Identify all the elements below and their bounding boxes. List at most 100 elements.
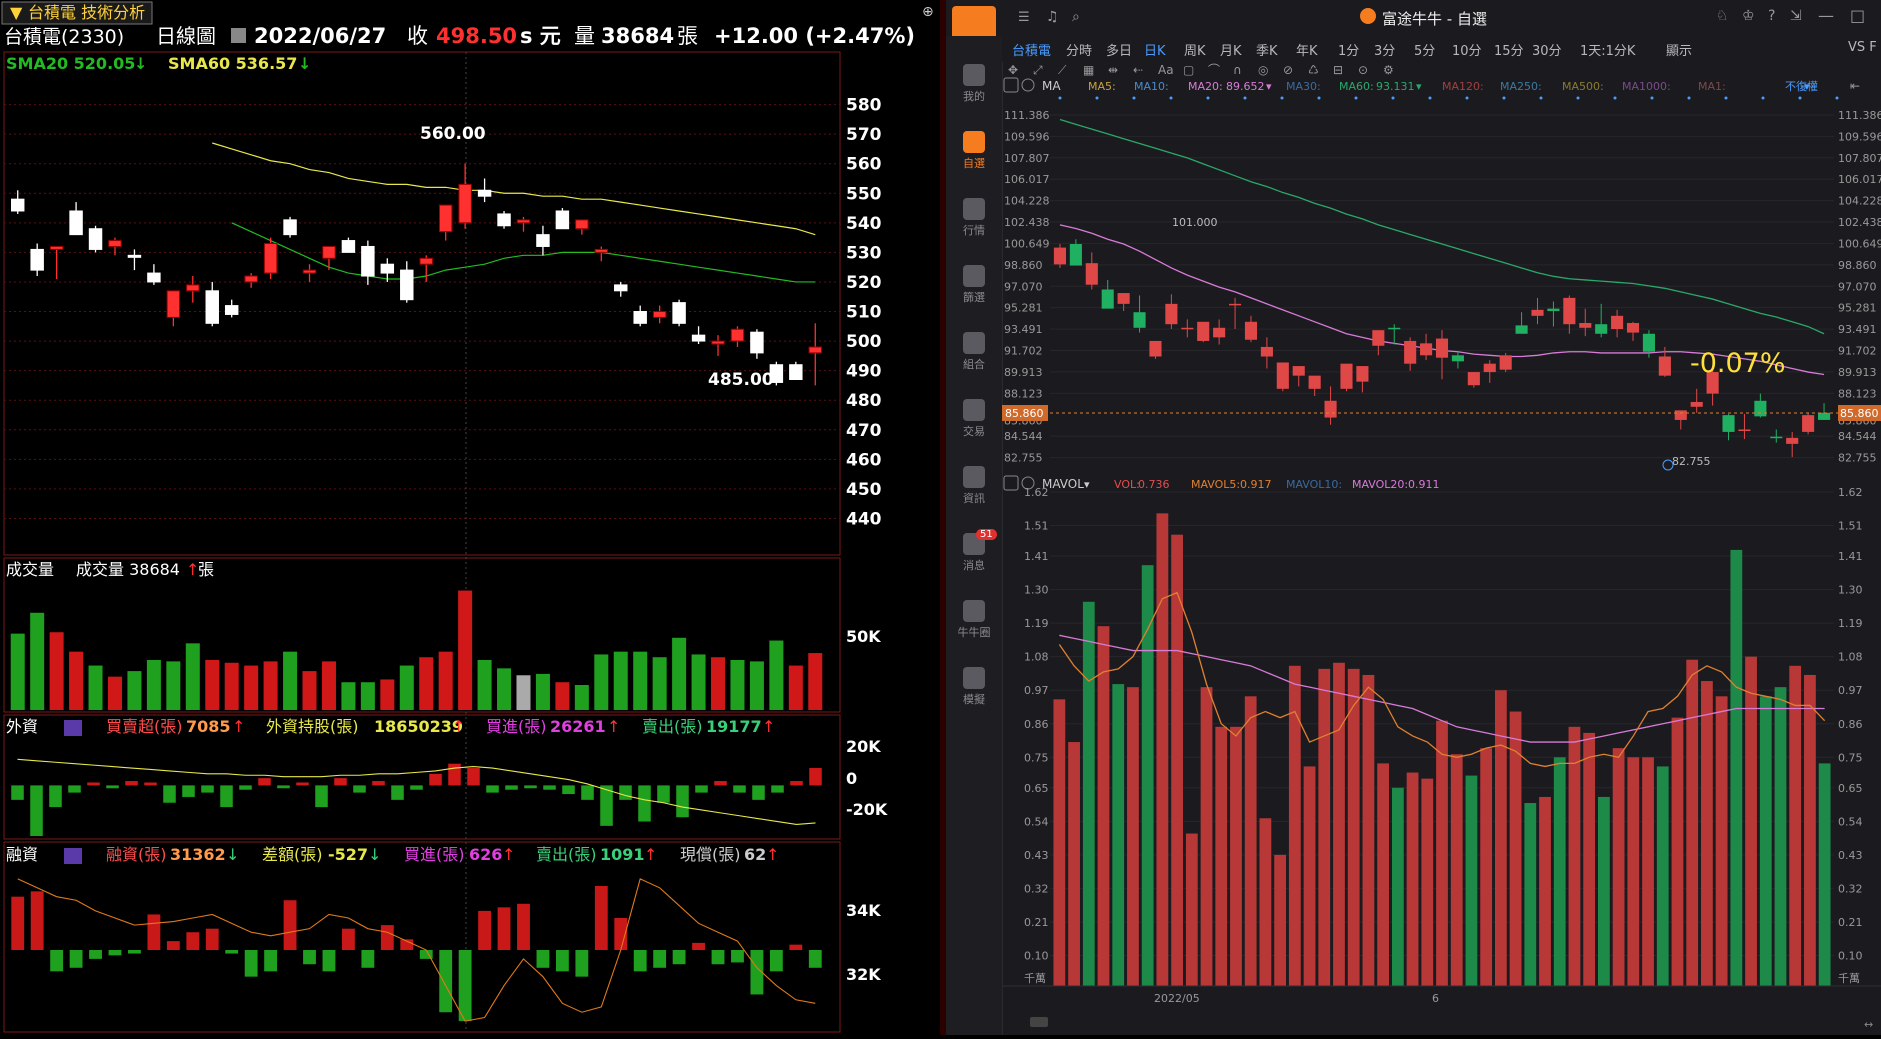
period-tab[interactable]: 月K xyxy=(1220,44,1242,59)
candle-body xyxy=(1626,323,1640,333)
sidebar-item-4[interactable]: 組合 xyxy=(946,332,1002,372)
volume-bar xyxy=(1185,833,1198,986)
draw-tool-icon[interactable]: ◎ xyxy=(1258,63,1268,77)
vol-settings-icon[interactable] xyxy=(1003,475,1019,491)
candle-body xyxy=(1244,321,1258,340)
adjust-label[interactable]: 不復權 xyxy=(1785,80,1818,93)
panel-collapse-icon[interactable]: ⇤ xyxy=(1850,79,1860,93)
zoom-icon[interactable]: ⊕ xyxy=(922,4,934,20)
draw-tool-icon[interactable]: ⇠ xyxy=(1133,63,1143,77)
sidebar-item-3[interactable]: 篩選 xyxy=(946,265,1002,305)
draw-tool-icon[interactable]: ⊟ xyxy=(1333,63,1343,77)
volume-bar xyxy=(1171,534,1183,986)
draw-tool-icon[interactable]: ▦ xyxy=(1083,63,1094,77)
event-dot xyxy=(1687,96,1691,100)
period-tab[interactable]: 10分 xyxy=(1452,44,1482,59)
y-tick-label: 490 xyxy=(846,362,882,382)
help-icon[interactable]: ? xyxy=(1768,8,1776,24)
draw-tool-icon[interactable]: ⟋ xyxy=(1058,63,1067,77)
chart-type-dropdown-icon[interactable] xyxy=(231,28,246,43)
period-tab[interactable]: 日K xyxy=(1144,44,1166,59)
vol-tick-label-right: 0.21 xyxy=(1838,916,1863,929)
user-icon xyxy=(963,64,985,86)
vol-legend: MAVOL ▾ VOL: 0.736 MAVOL5: 0.917 MAVOL10… xyxy=(1003,475,1440,491)
sidebar-item-1[interactable]: 自選 xyxy=(946,131,1002,171)
ma1-label: MA1: xyxy=(1698,80,1726,93)
period-tab[interactable]: 季K xyxy=(1256,44,1278,59)
draw-tool-icon[interactable]: ∩ xyxy=(1233,63,1242,77)
headset-icon[interactable]: ♘ xyxy=(1716,8,1729,24)
period-tab[interactable]: 15分 xyxy=(1494,44,1524,59)
period-tab[interactable]: 1分 xyxy=(1338,44,1360,59)
sidebar-item-9[interactable]: 模擬 xyxy=(946,667,1002,707)
close-unit: s 元 xyxy=(520,24,561,48)
bell-icon[interactable]: ♫ xyxy=(1046,9,1059,25)
chart-tab-label[interactable]: 台積電 技術分析 xyxy=(28,3,145,22)
ma-settings-icon[interactable] xyxy=(1003,77,1019,93)
vol-close-icon[interactable] xyxy=(1021,476,1035,490)
period-tab[interactable]: 3分 xyxy=(1374,44,1396,59)
vol-tick-label-left: 1.62 xyxy=(1024,486,1049,499)
margin-panel-title: 融資 xyxy=(6,845,38,864)
volume-bar xyxy=(1288,665,1301,986)
y-tick-label-right: 93.491 xyxy=(1838,323,1877,336)
volume-bar xyxy=(1818,763,1831,986)
volume-bar xyxy=(360,682,375,710)
period-tab[interactable]: 1天:1分K xyxy=(1580,44,1636,59)
compare-label[interactable]: VS F xyxy=(1848,40,1877,55)
y-tick-label-left: 109.596 xyxy=(1004,130,1050,143)
period-tab[interactable]: 多日 xyxy=(1106,44,1133,59)
mg-cash-value: 62 xyxy=(744,845,766,864)
collapse-icon[interactable]: ⇲ xyxy=(1790,8,1802,24)
resize-icon[interactable]: ↔ xyxy=(1864,1018,1873,1031)
sidebar-item-6[interactable]: 資訊 xyxy=(946,466,1002,506)
candle-body xyxy=(1404,340,1417,364)
minimize-icon[interactable]: — xyxy=(1818,6,1834,25)
ma-close-icon[interactable] xyxy=(1021,78,1035,92)
more-icon[interactable] xyxy=(1030,1017,1048,1027)
draw-tool-icon[interactable]: ⌒ xyxy=(1208,63,1220,77)
period-tab[interactable]: 年K xyxy=(1296,44,1318,59)
menu-icon[interactable]: ☰ xyxy=(1018,10,1030,25)
sidebar-item-5[interactable]: 交易 xyxy=(946,399,1002,439)
event-dot xyxy=(1502,96,1506,100)
candle-body xyxy=(1435,338,1449,358)
maximize-icon[interactable]: □ xyxy=(1850,6,1866,25)
shirt-icon[interactable]: ♔ xyxy=(1742,8,1755,24)
chart-tab-bg[interactable] xyxy=(1,1,153,25)
sidebar-item-8[interactable]: 牛牛圈 xyxy=(946,600,1002,640)
period-tab[interactable]: 台積電 xyxy=(1012,44,1052,59)
sidebar-item-label: 組合 xyxy=(963,358,985,371)
draw-tool-icon[interactable]: ⊘ xyxy=(1283,63,1293,77)
candle-body xyxy=(769,364,784,383)
period-tab[interactable]: 分時 xyxy=(1066,44,1093,59)
margin-list-icon[interactable] xyxy=(64,848,82,864)
sidebar-item-2[interactable]: 行情 xyxy=(946,198,1002,238)
draw-tool-icon[interactable]: ⤢ xyxy=(1032,63,1043,77)
period-tab[interactable]: 顯示 xyxy=(1666,44,1693,59)
draw-tool-icon[interactable]: ⚙ xyxy=(1383,63,1394,77)
foreign-list-icon[interactable] xyxy=(64,720,82,736)
period-tab[interactable]: 5分 xyxy=(1414,44,1436,59)
draw-tool-icon[interactable]: ♺ xyxy=(1308,63,1319,77)
draw-tool-icon[interactable]: ✥ xyxy=(1008,63,1018,77)
draw-tool-icon[interactable]: ▢ xyxy=(1183,63,1194,77)
mg-diff-value: -527 xyxy=(328,845,368,864)
event-dot xyxy=(1280,96,1284,100)
title-bar: ☰ ♫ ⌕ 富途牛牛 - 自選 ♘ ♔ ? ⇲ — □ xyxy=(946,0,1881,36)
mavol-label[interactable]: MAVOL xyxy=(1042,477,1084,491)
candle-body xyxy=(1340,363,1353,389)
sidebar-item-0[interactable]: 我的 xyxy=(946,64,1002,104)
draw-tool-icon[interactable]: Aa xyxy=(1158,63,1174,77)
header-date: 2022/06/27 xyxy=(254,24,386,48)
sidebar-item-7[interactable]: 消息 51 xyxy=(946,529,1002,573)
search-icon[interactable]: ⌕ xyxy=(1072,9,1080,25)
margin-bar xyxy=(361,950,375,968)
period-tab[interactable]: 30分 xyxy=(1532,44,1562,59)
draw-tool-icon[interactable]: ⇹ xyxy=(1108,63,1118,77)
candle-body xyxy=(652,311,667,318)
period-tab[interactable]: 周K xyxy=(1184,44,1206,59)
volume-bar xyxy=(1421,778,1434,986)
ma-label[interactable]: MA xyxy=(1042,79,1061,93)
draw-tool-icon[interactable]: ⊙ xyxy=(1358,63,1368,77)
